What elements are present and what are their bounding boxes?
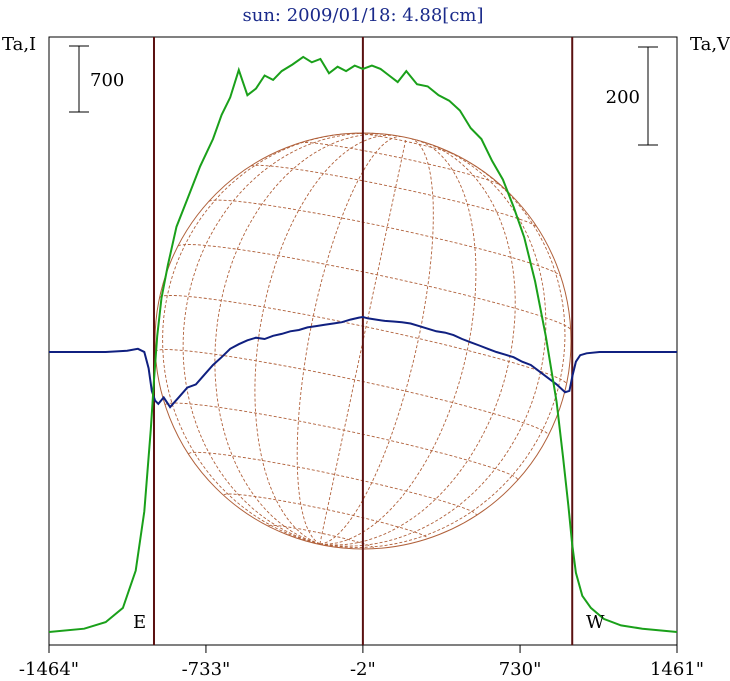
latitude-line: [208, 199, 562, 277]
longitude-line: [319, 144, 547, 547]
longitude-line: [319, 140, 516, 546]
x-ticks: -1464" -733" -2" 730" 1461": [19, 645, 704, 680]
scale-bar-left-value: 700: [90, 70, 124, 91]
x-tick-label: 730": [499, 659, 542, 680]
series-line-I: [48, 55, 678, 633]
scale-bar-right-value: 200: [606, 87, 640, 108]
longitude-line: [182, 132, 379, 545]
chart-title: sun: 2009/01/18: 4.88[cm]: [242, 5, 483, 26]
scale-bar-right: [638, 46, 658, 146]
latitude-line: [223, 493, 428, 539]
longitude-line: [214, 133, 392, 545]
x-tick-label: 1461": [650, 659, 704, 680]
limb-label-east: E: [133, 612, 146, 633]
latitude-line: [250, 164, 538, 228]
right-axis-label: Ta,V: [690, 34, 730, 55]
latitude-line: [154, 349, 549, 436]
solar-disk: [154, 132, 572, 550]
series-line-V: [49, 315, 677, 409]
x-tick-label: -733": [182, 659, 231, 680]
x-tick-label: -2": [350, 659, 376, 680]
left-axis-label: Ta,I: [2, 34, 36, 55]
longitude-line: [319, 139, 477, 545]
latitude-line: [300, 142, 502, 186]
longitude-line: [319, 138, 434, 545]
limb-label-west: W: [586, 612, 605, 633]
latitude-line: [164, 402, 519, 480]
longitude-line: [296, 136, 401, 545]
x-tick-label: -1464": [19, 659, 79, 680]
scale-bar-left: [69, 45, 89, 113]
longitude-line: [319, 159, 566, 548]
longitude-line: [254, 134, 396, 545]
longitude-line: [162, 133, 344, 545]
